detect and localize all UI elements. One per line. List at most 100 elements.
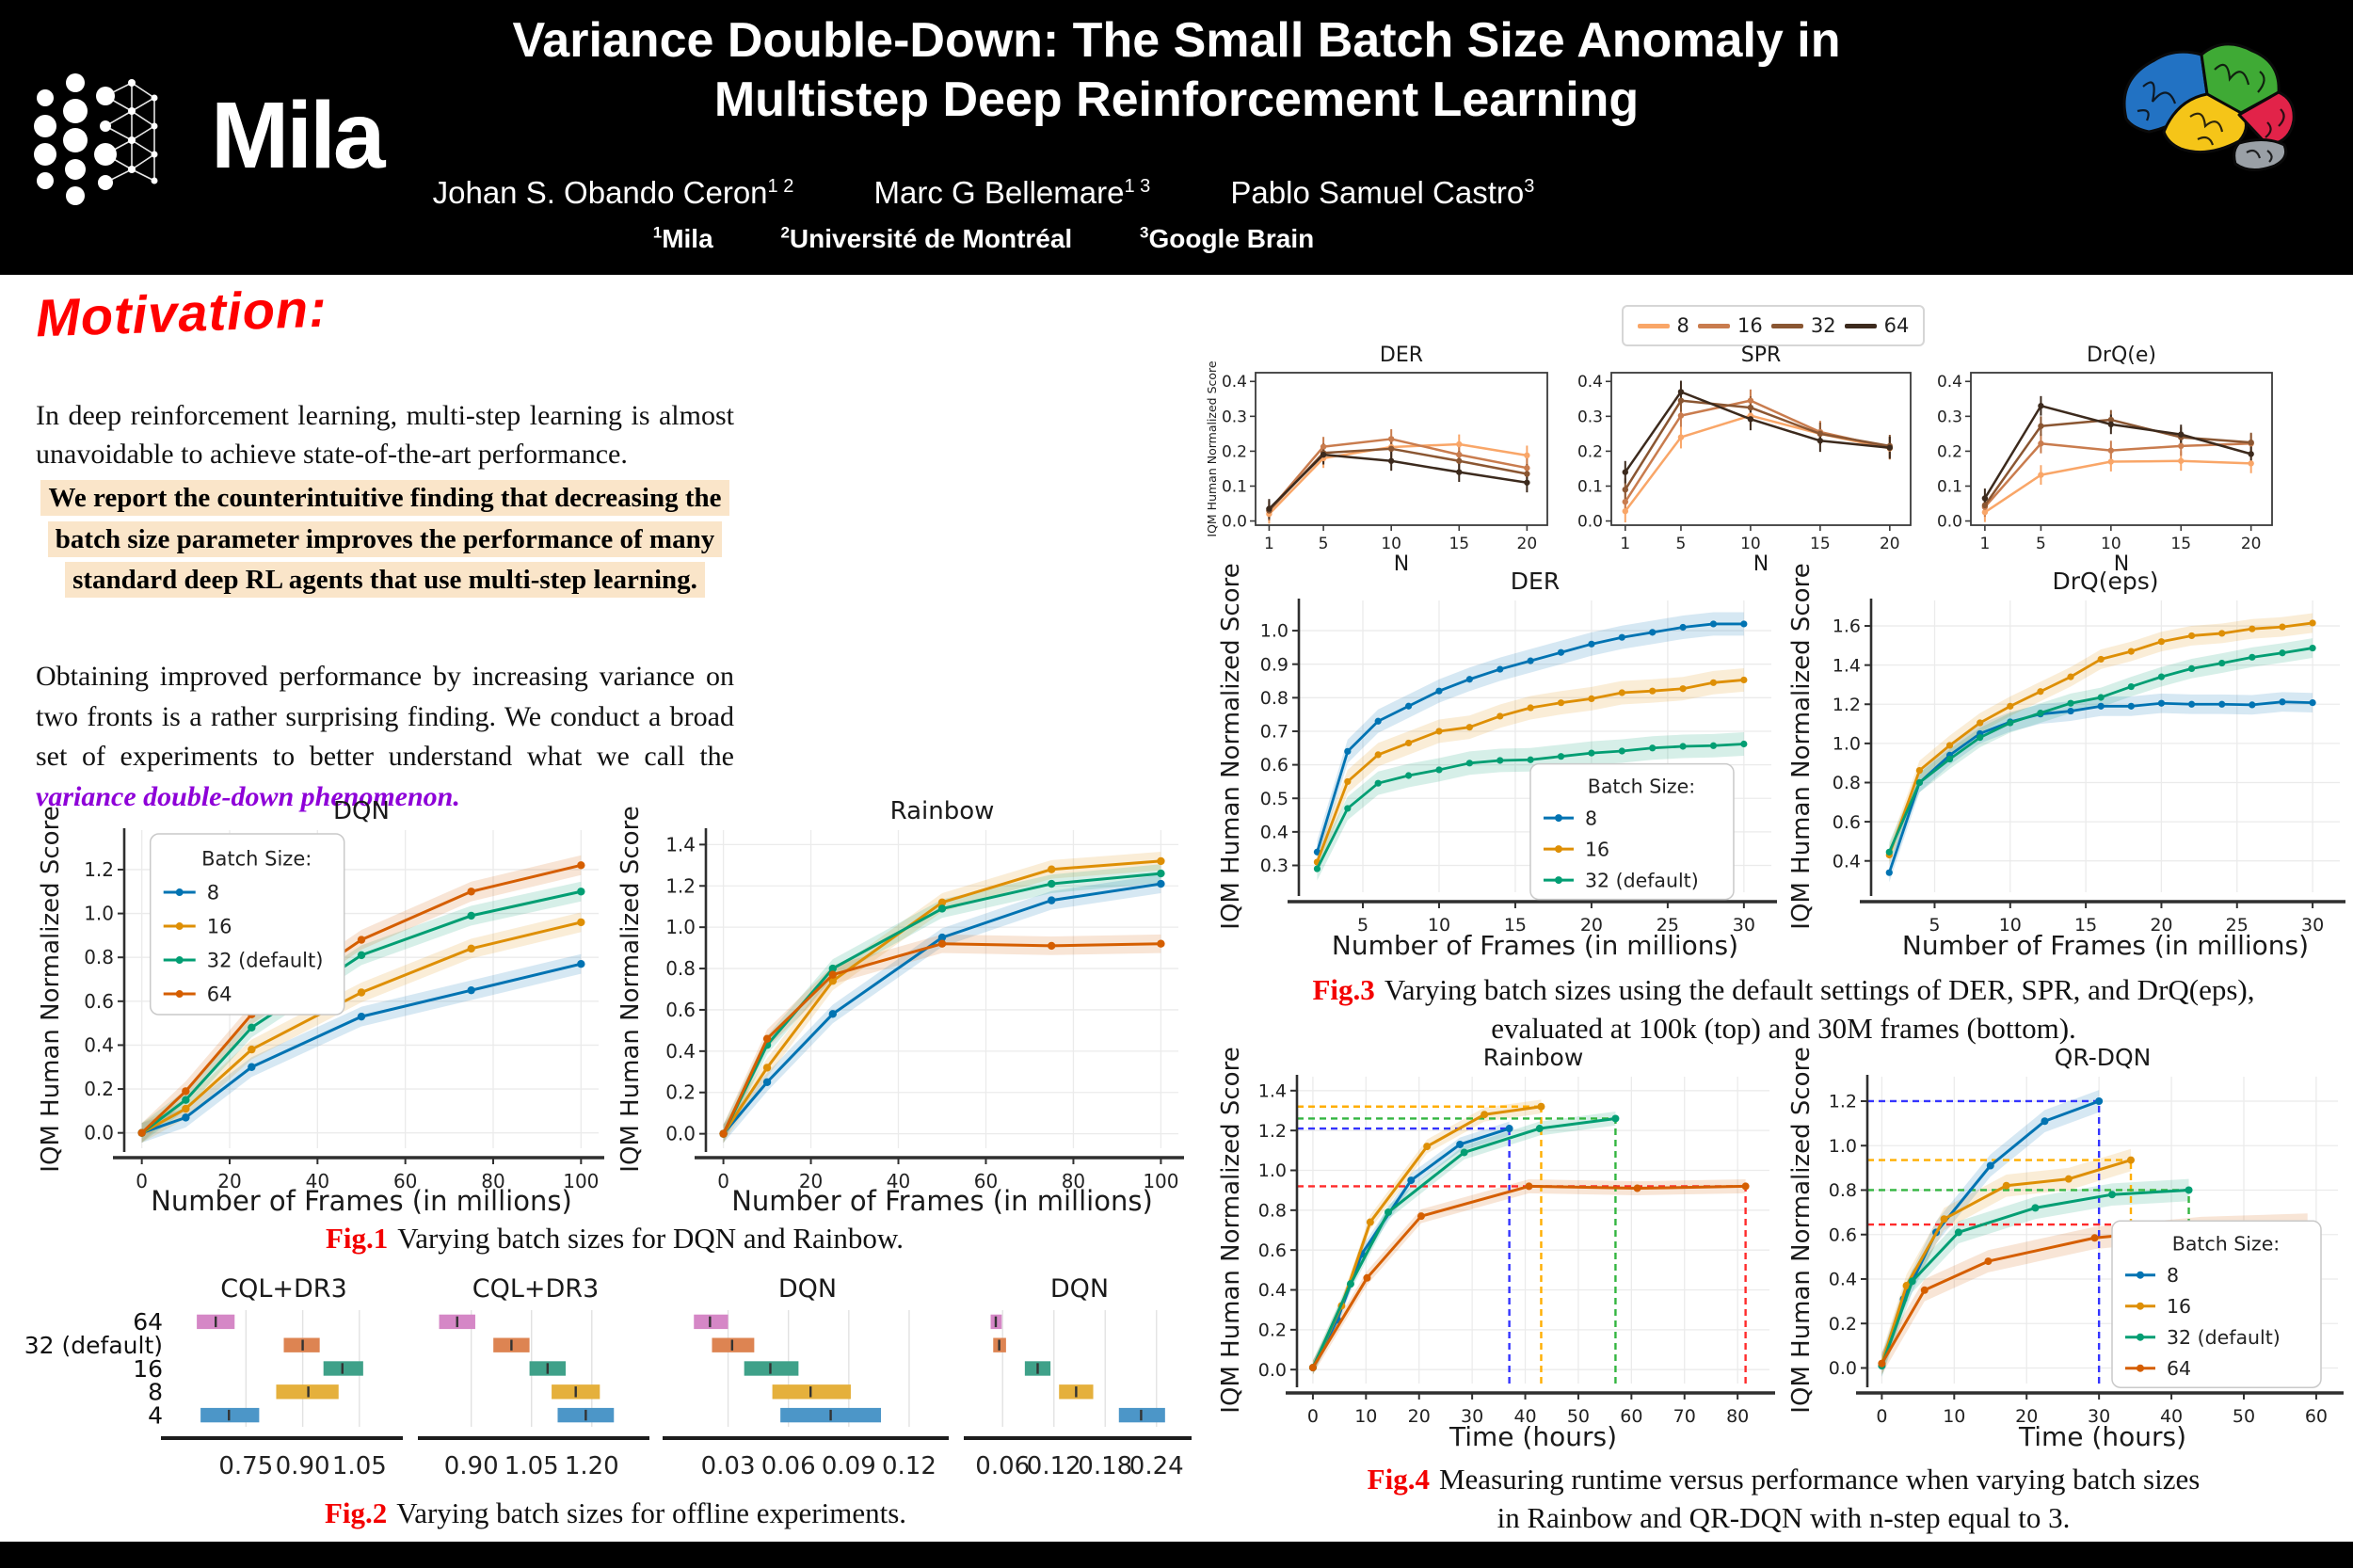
svg-text:20: 20 — [217, 1170, 241, 1192]
svg-text:8: 8 — [148, 1379, 163, 1406]
svg-text:0.0: 0.0 — [665, 1123, 696, 1145]
svg-text:0.8: 0.8 — [1258, 1200, 1287, 1221]
svg-text:0.75: 0.75 — [218, 1452, 273, 1480]
svg-text:0.9: 0.9 — [1260, 654, 1289, 675]
svg-text:20: 20 — [1517, 535, 1538, 553]
svg-text:0.06: 0.06 — [975, 1452, 1030, 1480]
svg-text:60: 60 — [1620, 1406, 1642, 1427]
svg-text:20: 20 — [2150, 915, 2172, 936]
svg-text:0.2: 0.2 — [1222, 442, 1247, 461]
svg-text:80: 80 — [1726, 1406, 1749, 1427]
highlight-text: We report the counterintuitive finding t… — [40, 480, 729, 598]
svg-text:Batch Size:: Batch Size: — [2172, 1232, 2280, 1255]
chart-svg-fig3-der-30m: 5 10 15 20 25 30 0.3 0.4 0.5 0.6 0.7 0.8 0.9 1.0 DER Nu… — [1217, 563, 1777, 961]
svg-text:DER: DER — [1380, 344, 1423, 367]
svg-text:1.2: 1.2 — [84, 858, 114, 881]
fig2-dqn-chart-1: 0.03 0.06 0.09 0.12 DQN — [655, 1271, 952, 1489]
svg-text:DrQ(e): DrQ(e) — [2087, 344, 2156, 367]
svg-text:IQM Human Normalized Score: IQM Human Normalized Score — [1205, 360, 1219, 537]
svg-text:10: 10 — [1999, 915, 2022, 936]
svg-text:0.8: 0.8 — [1833, 773, 1861, 793]
svg-text:16: 16 — [133, 1355, 163, 1383]
chart-svg-fig2-dqn1: 0.03 0.06 0.09 0.12 DQN — [663, 1274, 949, 1480]
fig3-drqe-100k-chart: 1 5 10 15 20 0.0 0.1 0.2 0.3 0.4 DrQ(e) N — [1928, 344, 2281, 578]
svg-text:0.12: 0.12 — [1027, 1452, 1081, 1480]
svg-text:30: 30 — [2301, 915, 2324, 936]
svg-text:16: 16 — [207, 915, 232, 937]
svg-text:IQM Human Normalized Score: IQM Human Normalized Score — [616, 806, 645, 1172]
svg-text:0.2: 0.2 — [1577, 442, 1603, 461]
svg-text:0.6: 0.6 — [665, 999, 696, 1021]
svg-text:0.2: 0.2 — [665, 1081, 696, 1104]
fig3-label: Fig.3 — [1312, 973, 1375, 1006]
svg-text:0.2: 0.2 — [1937, 442, 1962, 461]
svg-text:64: 64 — [2167, 1357, 2191, 1380]
svg-text:1.2: 1.2 — [1833, 695, 1861, 715]
svg-text:10: 10 — [1428, 915, 1450, 936]
svg-text:0.4: 0.4 — [1937, 373, 1962, 392]
svg-text:0: 0 — [1876, 1406, 1887, 1427]
affiliations-line: 1Mila 2Université de Montréal 3Google Br… — [0, 224, 1967, 254]
svg-text:0.5: 0.5 — [1260, 789, 1289, 809]
svg-text:Rainbow: Rainbow — [1483, 1044, 1584, 1071]
affiliation-2: 2Université de Montréal — [780, 224, 1073, 254]
svg-text:20: 20 — [1880, 535, 1900, 553]
title-line-1: Variance Double-Down: The Small Batch Si… — [512, 13, 1841, 68]
svg-text:50: 50 — [2233, 1406, 2255, 1427]
svg-text:IQM Human Normalized Score: IQM Human Normalized Score — [1217, 563, 1245, 929]
chart-svg-fig2-cql2: 0.90 1.05 1.20 CQL+DR3 — [418, 1274, 649, 1480]
svg-text:CQL+DR3: CQL+DR3 — [472, 1274, 600, 1304]
svg-text:1.20: 1.20 — [565, 1452, 619, 1480]
svg-text:0.4: 0.4 — [665, 1040, 696, 1063]
svg-text:0.1: 0.1 — [1222, 477, 1247, 496]
svg-text:32 (default): 32 (default) — [1585, 869, 1699, 891]
svg-text:0.24: 0.24 — [1129, 1452, 1184, 1480]
svg-text:DQN: DQN — [1050, 1274, 1109, 1304]
svg-text:1.2: 1.2 — [1258, 1121, 1287, 1142]
svg-text:0.8: 0.8 — [665, 957, 696, 980]
svg-text:5: 5 — [1357, 915, 1369, 936]
fig1-caption: Fig.1 Varying batch sizes for DQN and Rai… — [325, 1222, 904, 1255]
legend-item-16: 16 — [1698, 314, 1763, 337]
svg-text:5: 5 — [1319, 535, 1329, 553]
svg-text:0: 0 — [136, 1170, 148, 1192]
variance-double-down-phrase: variance double-down phenomenon. — [36, 780, 460, 812]
svg-text:40: 40 — [1513, 1406, 1536, 1427]
svg-text:0.18: 0.18 — [1078, 1452, 1132, 1480]
svg-text:0.3: 0.3 — [1260, 856, 1289, 876]
svg-text:4: 4 — [148, 1401, 163, 1429]
legend-swatch-16 — [1698, 323, 1731, 328]
svg-text:1.2: 1.2 — [665, 874, 696, 897]
motivation-heading: Motivation: — [34, 278, 328, 348]
svg-text:1.0: 1.0 — [1258, 1160, 1287, 1181]
svg-text:0.03: 0.03 — [701, 1452, 756, 1480]
svg-text:1.0: 1.0 — [665, 916, 696, 938]
svg-text:0.7: 0.7 — [1260, 722, 1289, 743]
affiliation-3: 3Google Brain — [1140, 224, 1315, 254]
svg-text:0.0: 0.0 — [84, 1122, 114, 1144]
svg-text:0.90: 0.90 — [444, 1452, 499, 1480]
highlight-finding: We report the counterintuitive finding t… — [36, 478, 734, 601]
svg-text:80: 80 — [1062, 1170, 1085, 1192]
svg-text:0.4: 0.4 — [1222, 373, 1247, 392]
svg-text:1.4: 1.4 — [1258, 1080, 1287, 1101]
svg-text:80: 80 — [481, 1170, 504, 1192]
motivation-paragraph-2: Obtaining improved performance by increa… — [36, 661, 734, 812]
svg-text:0.06: 0.06 — [761, 1452, 816, 1480]
svg-text:N: N — [1753, 552, 1769, 576]
svg-text:100: 100 — [1143, 1170, 1178, 1192]
svg-text:Time (hours): Time (hours) — [2018, 1421, 2186, 1452]
fig4-caption: Fig.4 Measuring runtime versus performanc… — [1367, 1463, 2201, 1534]
legend-swatch-64 — [1844, 323, 1877, 328]
fig3-der-100k-chart: 1 5 10 15 20 0.0 0.1 0.2 0.3 0.4 DER N IQM Human Nor… — [1205, 344, 1555, 578]
svg-text:0.6: 0.6 — [1833, 812, 1861, 833]
fig2-caption: Fig.2 Varying batch sizes for offline exp… — [324, 1496, 907, 1529]
svg-text:0.4: 0.4 — [84, 1033, 114, 1056]
svg-text:0.8: 0.8 — [1260, 688, 1289, 709]
svg-text:1: 1 — [1620, 535, 1630, 553]
svg-text:1.0: 1.0 — [1829, 1136, 1857, 1157]
svg-text:DrQ(eps): DrQ(eps) — [2053, 568, 2159, 595]
svg-text:32 (default): 32 (default) — [207, 949, 324, 971]
svg-text:10: 10 — [1740, 535, 1761, 553]
svg-text:70: 70 — [1673, 1406, 1696, 1427]
